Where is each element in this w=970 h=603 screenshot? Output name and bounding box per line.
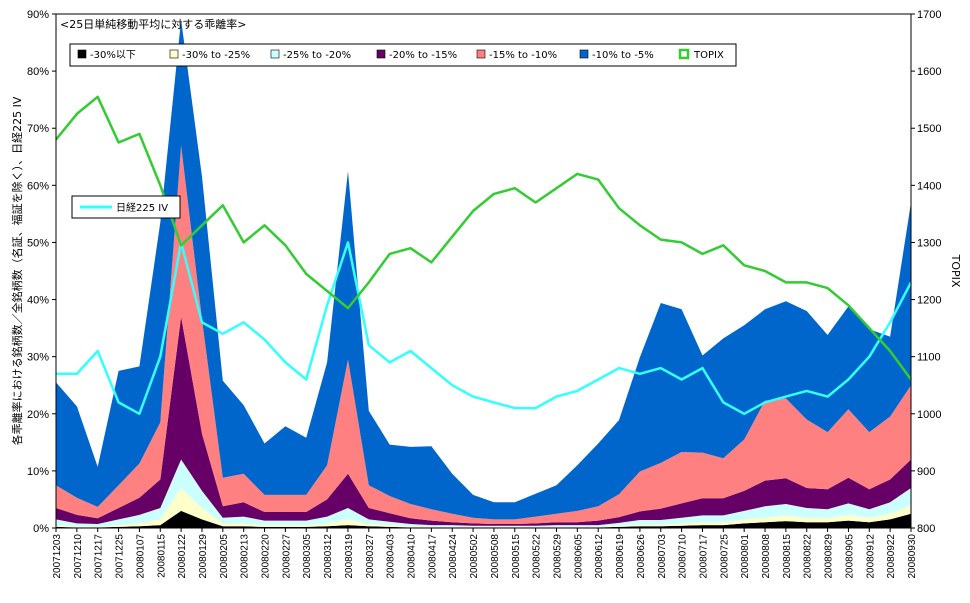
legend-swatch-s2 [169,49,179,59]
xtick-label: 20080417 [427,534,438,579]
xtick-label: 20080227 [281,534,292,579]
ytick-left-label: 40% [27,295,49,307]
xtick-label: 20080403 [386,534,397,579]
xtick-label: 20080205 [219,534,230,579]
ytick-right-label: 1000 [917,409,941,421]
chart-title: <25日単純移動平均に対する乖離率> [60,17,246,31]
ytick-right-label: 1300 [917,237,941,249]
ytick-left-label: 80% [27,66,49,78]
legend-box [69,43,737,67]
xtick-label: 20080815 [782,534,793,579]
ytick-right-label: 1400 [917,180,941,192]
legend-swatch-s4 [376,49,386,59]
ytick-right-label: 1600 [917,66,941,78]
ytick-left-label: 70% [27,123,49,135]
legend-swatch-s1 [77,49,87,59]
xtick-label: 20080808 [761,534,772,579]
xtick-label: 20080213 [240,534,251,579]
xtick-label: 20080529 [553,534,564,579]
xtick-label: 20080220 [261,534,272,579]
ytick-left-label: 0% [33,523,49,535]
iv-legend-label: 日経225 IV [116,201,168,214]
ytick-right-label: 800 [917,523,935,535]
stacked-area-layer [56,19,911,528]
xtick-label: 20080312 [323,534,334,579]
xtick-label: 20080410 [407,534,418,579]
xtick-label: 20080710 [678,534,689,579]
xtick-label: 20080115 [156,534,167,578]
area-s1 [56,510,911,528]
area-s3 [56,459,911,527]
xtick-label: 20080508 [490,534,501,579]
area-s4 [56,316,911,526]
legend-label-s4: -20% to -15% [389,50,457,61]
xtick-label: 20080829 [824,534,835,579]
xtick-label: 20080424 [448,534,459,579]
xtick-label: 20080515 [511,534,522,579]
axis-layer: 0% 10% 20% 30% 40% 50% 60% 70% 80% 90% 800 900 1000 1… [27,9,942,579]
xtick-label: 20080905 [844,534,855,579]
xtick-label: 20080122 [177,534,188,579]
xtick-label: 20080129 [198,534,209,579]
xtick-label: 20080319 [344,534,355,579]
ytick-right-label: 1200 [917,295,941,307]
xtick-label: 20071203 [52,534,63,579]
ytick-right-label: 1100 [917,352,941,364]
legend-label-s2: -30% to -25% [182,50,250,61]
legend-swatch-topix [678,48,690,60]
plot-border [55,13,912,529]
xtick-label: 20080717 [699,534,710,579]
ytick-left-label: 30% [27,352,49,364]
legend: -30%以下 -30% to -25% -25% to -20% -20% to… [69,43,737,67]
area-s2 [56,488,911,528]
legend-label-s6: -10% to -5% [592,50,654,61]
area-s6 [56,19,911,520]
xtick-label: 20080912 [865,534,876,579]
xtick-label: 20071210 [73,534,84,579]
xtick-label: 20071225 [115,534,126,579]
iv-legend: 日経225 IV [71,195,181,219]
legend-swatch-s6 [579,49,589,59]
ytick-left-label: 60% [27,180,49,192]
ytick-right-label: 1700 [917,9,941,21]
ytick-left-label: 10% [27,466,49,478]
xtick-label: 20080725 [719,534,730,579]
iv-legend-box [71,195,181,219]
iv-line [56,241,913,416]
legend-swatch-s5 [476,49,486,59]
area-s5 [56,145,911,524]
xtick-label: 20080922 [886,534,897,579]
ytick-left-label: 20% [27,409,49,421]
xtick-label: 20080502 [469,534,480,579]
legend-swatch-s3 [270,49,280,59]
xtick-label: 20080801 [740,534,751,579]
line-layer [55,95,913,416]
left-axis-title: 各乖離率における銘柄数／全銘柄数（名証、福証を除く）、日経225 IV [10,96,24,445]
ytick-left-label: 50% [27,237,49,249]
xtick-label: 20080107 [135,534,146,579]
xtick-label: 20080822 [803,534,814,579]
right-axis-title: TOPIX [949,254,962,288]
xtick-label: 20080305 [302,534,313,579]
xtick-label: 20080626 [636,534,647,579]
xtick-label: 20080327 [365,534,376,579]
legend-label-s5: -15% to -10% [489,50,557,61]
ytick-right-label: 1500 [917,123,941,135]
xtick-label: 20080605 [573,534,584,579]
xtick-label: 20080612 [594,534,605,579]
legend-label-topix: TOPIX [693,50,724,61]
xtick-label: 20080930 [907,534,918,579]
xtick-label: 20071217 [94,534,105,579]
xtick-label: 20080703 [657,534,668,579]
legend-label-s1: -30%以下 [90,50,136,61]
legend-label-s3: -25% to -20% [283,50,351,61]
xtick-label: 20080522 [532,534,543,579]
ytick-left-label: 90% [27,9,49,21]
ytick-right-label: 900 [917,466,935,478]
xtick-label: 20080619 [615,534,626,579]
topix-line [55,95,913,381]
